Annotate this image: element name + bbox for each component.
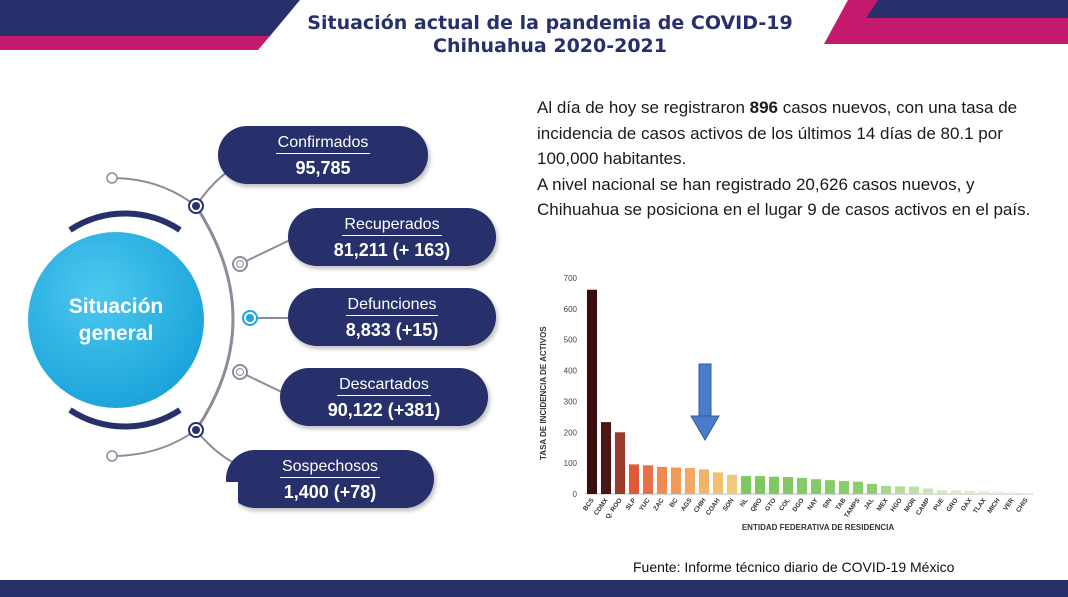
info-text: Al día de hoy se registraron 896 casos n… (537, 95, 1057, 223)
x-tick-label: TLAX (972, 497, 988, 515)
stat-value: 1,400 (+78) (283, 482, 377, 502)
x-tick-label: COL (778, 497, 792, 512)
x-tick-label: GTO (764, 497, 778, 512)
center-label-line1: Situación (68, 295, 164, 318)
bar-zac (656, 466, 668, 494)
bar-pue (936, 490, 948, 494)
bar-mex (880, 485, 892, 494)
stat-value: 8,833 (+15) (345, 320, 439, 340)
info-paragraph-2: A nivel nacional se han registrado 20,62… (537, 174, 1031, 220)
bar-mor (908, 486, 920, 494)
bar-gto (768, 476, 780, 494)
bar-mich (992, 491, 1004, 494)
bar-ver (1006, 492, 1018, 494)
x-tick-label: COAH (705, 497, 722, 517)
bar-yuc (642, 465, 654, 494)
y-tick-label: 100 (564, 459, 578, 468)
y-tick-label: 600 (564, 305, 578, 314)
bar-slp (628, 464, 640, 494)
bar-nl (740, 476, 752, 494)
x-tick-label: BC (669, 497, 680, 509)
stat-pill-descartados: Descartados 90,122 (+381) (280, 368, 488, 426)
x-tick-label: PUE (932, 497, 946, 513)
x-tick-label: CHIS (1015, 497, 1030, 514)
x-tick-label: HGO (889, 497, 903, 513)
x-tick-label: SLP (625, 497, 638, 512)
x-tick-label: VER (1002, 497, 1016, 512)
stat-label: Sospechosos (279, 458, 381, 478)
bar-chis (1020, 492, 1032, 494)
chart-ylabel: TASA DE INCIDENCIA DE ACTIVOS (539, 326, 548, 460)
bar-hgo (894, 486, 906, 494)
x-tick-label: DGO (791, 497, 805, 513)
bar-tlax (978, 491, 990, 494)
stat-pill-confirmados: Confirmados 95,785 (218, 126, 428, 184)
status-diagram: Situación general Confirmados 95,785 Rec… (0, 60, 520, 520)
bar-nay (810, 479, 822, 494)
down-arrow-icon (690, 363, 720, 441)
bar-cdmx (600, 422, 612, 494)
x-tick-label: QRO (749, 497, 763, 513)
x-tick-label: SON (722, 497, 736, 513)
stat-label: Confirmados (275, 134, 371, 154)
y-tick-label: 200 (564, 428, 578, 437)
x-tick-label: NAY (806, 497, 820, 512)
connector-lines (68, 159, 291, 471)
bar-camp (922, 488, 934, 494)
bar-dgo (796, 477, 808, 494)
bar-col (782, 477, 794, 494)
x-tick-label: GRO (945, 497, 959, 513)
center-label-line2: general (78, 322, 154, 345)
x-tick-label: CAMP (915, 497, 932, 517)
x-tick-label: SIN (822, 497, 834, 510)
chart-svg: TASA DE INCIDENCIA DE ACTIVOS ENTIDAD FE… (539, 274, 1033, 532)
bar-bcs (586, 289, 598, 494)
stat-pill-defunciones: Defunciones 8,833 (+15) (288, 288, 496, 346)
center-circle: Situación general (28, 232, 204, 408)
stat-pill-sospechosos: Sospechosos 1,400 (+78) (226, 450, 434, 508)
chart-xlabel: ENTIDAD FEDERATIVA DE RESIDENCIA (742, 523, 895, 532)
y-tick-label: 300 (564, 397, 578, 406)
x-tick-label: TAB (835, 497, 848, 512)
stat-value: 95,785 (295, 158, 351, 178)
incidence-chart: TASA DE INCIDENCIA DE ACTIVOS ENTIDAD FE… (533, 268, 1045, 540)
y-tick-label: 500 (564, 336, 578, 345)
info-paragraph-1: Al día de hoy se registraron 896 casos n… (537, 98, 1018, 169)
stat-label: Recuperados (342, 216, 442, 236)
bar-bc (670, 467, 682, 494)
y-tick-label: 0 (573, 490, 578, 499)
bar-qro (754, 476, 766, 494)
bar-jal (866, 483, 878, 494)
x-tick-label: ZAC (652, 497, 666, 512)
stat-pill-recuperados: Recuperados 81,211 (+ 163) (288, 208, 496, 266)
stat-value: 81,211 (+ 163) (333, 240, 451, 260)
x-tick-label: JAL (863, 497, 876, 511)
bar-tamps (852, 481, 864, 494)
bar-chih (698, 469, 710, 494)
source-note: Fuente: Informe técnico diario de COVID-… (633, 559, 955, 575)
bar-sin (824, 480, 836, 494)
bar-coah (712, 472, 724, 494)
blank-panel (26, 482, 238, 564)
bar-ags (684, 468, 696, 494)
stat-label: Descartados (337, 376, 431, 396)
y-tick-label: 700 (564, 274, 578, 283)
header-left-decoration (0, 0, 300, 50)
stat-label: Defunciones (345, 296, 439, 316)
bar-qroo (614, 432, 626, 494)
y-tick-label: 400 (564, 367, 578, 376)
bar-tab (838, 481, 850, 494)
stat-value: 90,122 (+381) (327, 400, 441, 420)
x-tick-label: MICH (986, 497, 1001, 515)
x-tick-label: NL (739, 497, 750, 508)
footer-bar (0, 580, 1068, 597)
page-title: Situación actual de la pandemia de COVID… (307, 12, 793, 57)
bar-gro (950, 490, 962, 494)
bar-oax (964, 490, 976, 494)
x-tick-label: MEX (876, 497, 890, 513)
bar-son (726, 474, 738, 494)
header-right-decoration (824, 0, 1068, 44)
x-tick-label: YUC (638, 497, 652, 513)
